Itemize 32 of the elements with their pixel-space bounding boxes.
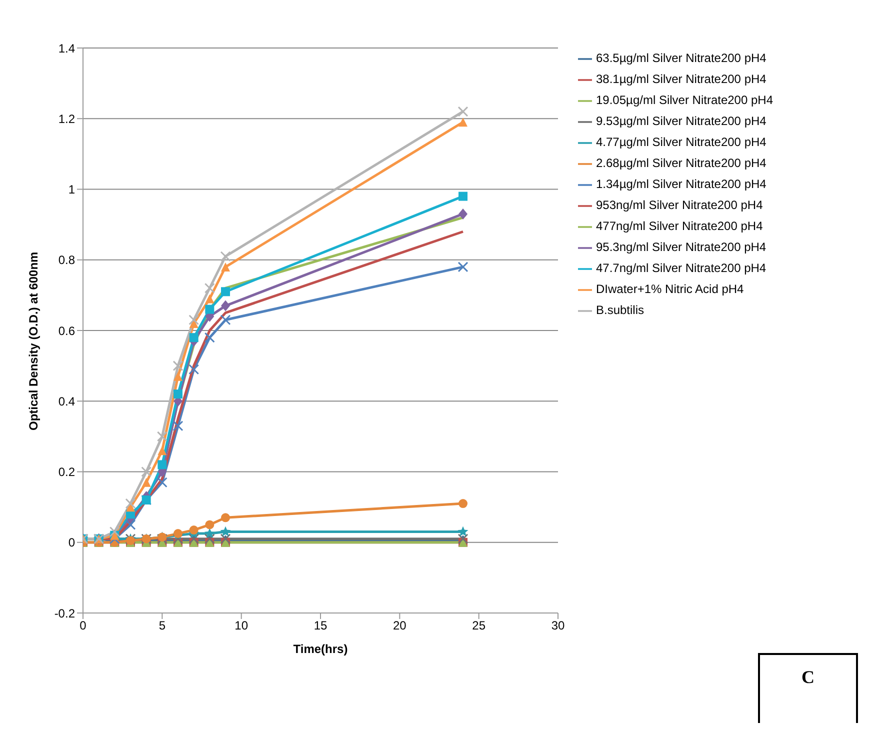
x-tick-label: 10 <box>234 618 248 633</box>
legend-label: 38.1µg/ml Silver Nitrate200 pH4 <box>596 72 766 86</box>
legend-label: 9.53µg/ml Silver Nitrate200 pH4 <box>596 114 766 128</box>
legend-label: B.subtilis <box>596 303 644 317</box>
y-tick-label: 0 <box>68 536 76 550</box>
x-tick-label: 0 <box>80 618 87 633</box>
x-tick-label: 5 <box>158 618 166 633</box>
legend-label: 477ng/ml Silver Nitrate200 pH4 <box>596 219 763 233</box>
legend-label: 95.3ng/ml Silver Nitrate200 pH4 <box>596 240 766 254</box>
x-tick-label: 20 <box>392 618 407 633</box>
legend-label: 2.68µg/ml Silver Nitrate200 pH4 <box>596 156 766 170</box>
y-tick-label: 0.4 <box>58 394 76 408</box>
y-tick-label: 0.2 <box>58 465 76 480</box>
y-axis-title: Optical Density (O.D.) at 600nm <box>26 252 40 430</box>
legend-label: 1.34µg/ml Silver Nitrate200 pH4 <box>596 177 766 191</box>
legend-label: 47.7ng/ml Silver Nitrate200 pH4 <box>596 261 766 275</box>
x-tick-label: 30 <box>551 618 565 633</box>
legend-label: 19.05µg/ml Silver Nitrate200 pH4 <box>596 93 773 107</box>
label-box: C <box>758 653 858 723</box>
y-tick-label: 0.8 <box>58 253 76 268</box>
y-tick-label: 0.6 <box>58 324 76 338</box>
x-tick-label: 25 <box>472 618 486 633</box>
x-axis-title: Time(hrs) <box>293 642 348 656</box>
legend-label: 953ng/ml Silver Nitrate200 pH4 <box>596 198 763 212</box>
y-tick-label: -0.2 <box>54 606 76 620</box>
x-tick-label: 15 <box>314 618 328 633</box>
legend-label: DIwater+1% Nitric Acid pH4 <box>596 282 744 296</box>
y-tick-label: 1.2 <box>58 112 76 126</box>
y-tick-label: 1 <box>68 182 76 197</box>
legend-label: 4.77µg/ml Silver Nitrate200 pH4 <box>596 135 766 149</box>
legend-label: 63.5µg/ml Silver Nitrate200 pH4 <box>596 51 766 65</box>
y-tick-label: 1.4 <box>58 41 76 56</box>
